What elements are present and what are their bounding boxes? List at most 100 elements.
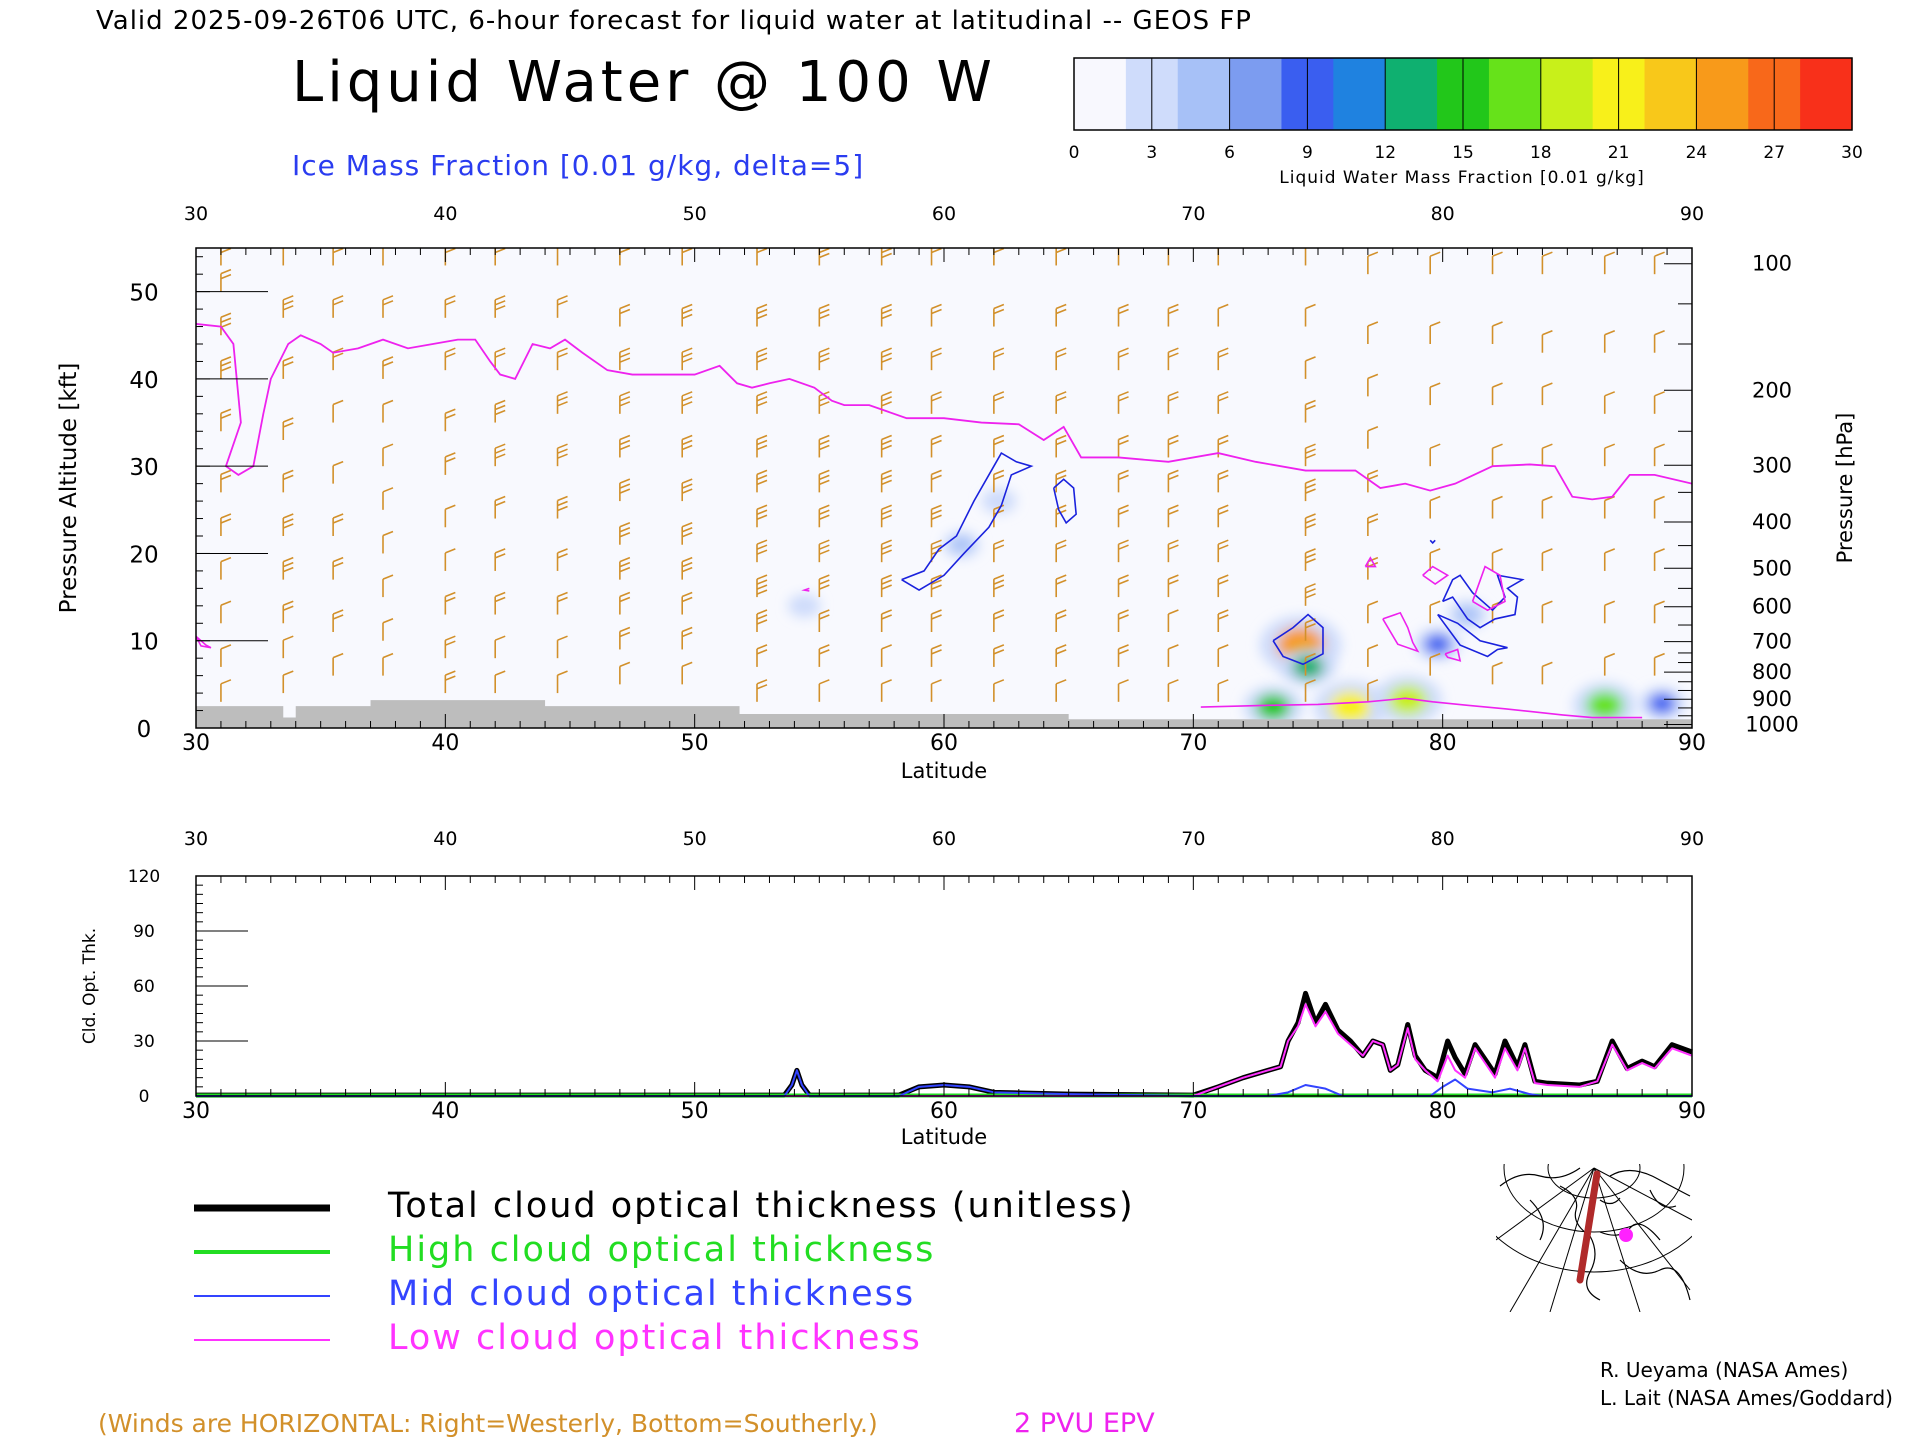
wind-barb-feather: [931, 248, 933, 249]
x-tick-label: 90: [1678, 731, 1706, 756]
wind-barb: [1429, 443, 1441, 467]
wind-barb-feather: [681, 626, 693, 633]
wind-barb: [681, 434, 693, 458]
wind-barb-feather: [1168, 439, 1179, 446]
wind-barb-feather: [1055, 614, 1067, 620]
wind-barb-feather: [1604, 251, 1616, 257]
wind-barb-feather: [1055, 347, 1067, 353]
wind-barb: [880, 303, 892, 327]
wind-barb-feather: [494, 635, 506, 641]
wind-barb-feather: [756, 644, 768, 650]
wind-barb: [681, 248, 693, 266]
optical-thickness-panel: 30 30 40 40 50 50 60 60 70 70 80 80 90 90 0 30 60 90 120 L…: [80, 828, 1706, 1149]
wind-barb: [619, 521, 631, 545]
wind-barb: [1304, 652, 1316, 676]
cot-y-tick-label: 60: [133, 977, 155, 997]
wind-barb-feather: [1118, 509, 1129, 516]
wind-barb-feather: [756, 544, 768, 550]
legend-label: Mid cloud optical thickness: [388, 1274, 915, 1314]
credit-ueyama: R. Ueyama (NASA Ames): [1600, 1358, 1848, 1382]
wind-barb-feather: [819, 679, 830, 685]
wind-barb-feather: [1118, 649, 1129, 655]
wind-barb: [1367, 469, 1379, 493]
wind-barb-feather: [931, 644, 942, 650]
wind-barb-feather: [220, 413, 232, 420]
wind-barb-feather: [1654, 443, 1665, 449]
liquid-water-blob: [1448, 600, 1488, 629]
wind-barb-feather: [993, 396, 1005, 402]
wind-barb-feather: [445, 548, 456, 554]
wind-barb: [818, 347, 830, 371]
wind-barb: [1217, 303, 1229, 327]
wind-barb-feather: [931, 347, 942, 353]
wind-barb: [619, 556, 631, 580]
wind-barb-feather: [494, 443, 506, 449]
wind-barb-feather: [220, 408, 232, 415]
wind-barb-feather: [994, 248, 995, 249]
wind-barb: [993, 609, 1005, 632]
wind-barb-feather: [1055, 679, 1067, 685]
wind-barb-feather: [681, 444, 693, 451]
wind-barb-feather: [756, 679, 768, 685]
wind-barb-feather: [819, 391, 830, 397]
wind-barb-feather: [881, 469, 892, 476]
wind-barb: [382, 530, 394, 554]
wind-barb: [756, 391, 768, 414]
wind-barb-feather: [1168, 644, 1179, 650]
wind-barb: [1541, 251, 1553, 275]
wind-barb-feather: [1305, 679, 1316, 685]
wind-barb-feather: [681, 526, 693, 533]
wind-barb: [818, 574, 830, 598]
wind-barb: [930, 347, 942, 371]
wind-barb-feather: [332, 513, 344, 519]
wind-barb-feather: [993, 469, 1005, 476]
ice-contour: [1272, 613, 1324, 666]
wind-barb: [1055, 434, 1067, 458]
wind-barb: [1055, 469, 1067, 493]
wind-barb-feather: [220, 679, 232, 685]
wind-barb: [556, 347, 568, 371]
wind-barb-feather: [1305, 558, 1316, 564]
colorbar-tick-label: 0: [1069, 143, 1080, 163]
wind-barb-feather: [819, 544, 830, 550]
wind-barb-feather: [557, 670, 568, 676]
wind-barb-feather: [557, 453, 568, 459]
wind-barb: [1653, 443, 1665, 467]
wind-barb-feather: [619, 401, 631, 407]
wind-barb-feather: [1118, 679, 1129, 685]
wind-barb-feather: [494, 300, 506, 306]
wind-barb-feather: [619, 347, 631, 353]
wind-barb-feather: [756, 589, 768, 595]
x-tick-label: 50: [681, 731, 709, 756]
wind-barb-feather: [445, 675, 456, 681]
wind-barb-feather: [619, 591, 631, 598]
wind-barb-feather: [619, 488, 631, 494]
epv-contour: [801, 587, 810, 592]
wind-barb-feather: [1305, 583, 1316, 589]
wind-barb-feather: [931, 679, 942, 685]
wind-barb: [556, 548, 568, 571]
wind-barb-feather: [681, 357, 693, 363]
wind-barb: [282, 356, 294, 379]
wind-barb-feather: [1542, 329, 1553, 336]
cot-y-tick-label: 30: [133, 1032, 155, 1052]
wind-barb-feather: [494, 305, 506, 311]
wind-barb: [1167, 504, 1179, 528]
wind-barb-feather: [1168, 248, 1170, 249]
wind-barb-feather: [1055, 574, 1067, 580]
wind-barb-feather: [819, 609, 830, 615]
wind-barb-feather: [557, 553, 568, 559]
wind-barb-feather: [1118, 579, 1129, 585]
wind-barb-feather: [332, 652, 344, 659]
wind-barb-feather: [819, 434, 830, 441]
wind-barb-feather: [819, 579, 830, 585]
cot-y-tick-label: 0: [139, 1087, 150, 1107]
wind-barb: [1541, 661, 1553, 685]
wind-barb-feather: [619, 439, 631, 446]
wind-barb: [681, 521, 693, 545]
colorbar-tick-label: 9: [1302, 143, 1313, 163]
wind-barb-feather: [1492, 443, 1503, 449]
wind-barb-feather: [881, 479, 892, 486]
wind-barb: [619, 661, 631, 685]
